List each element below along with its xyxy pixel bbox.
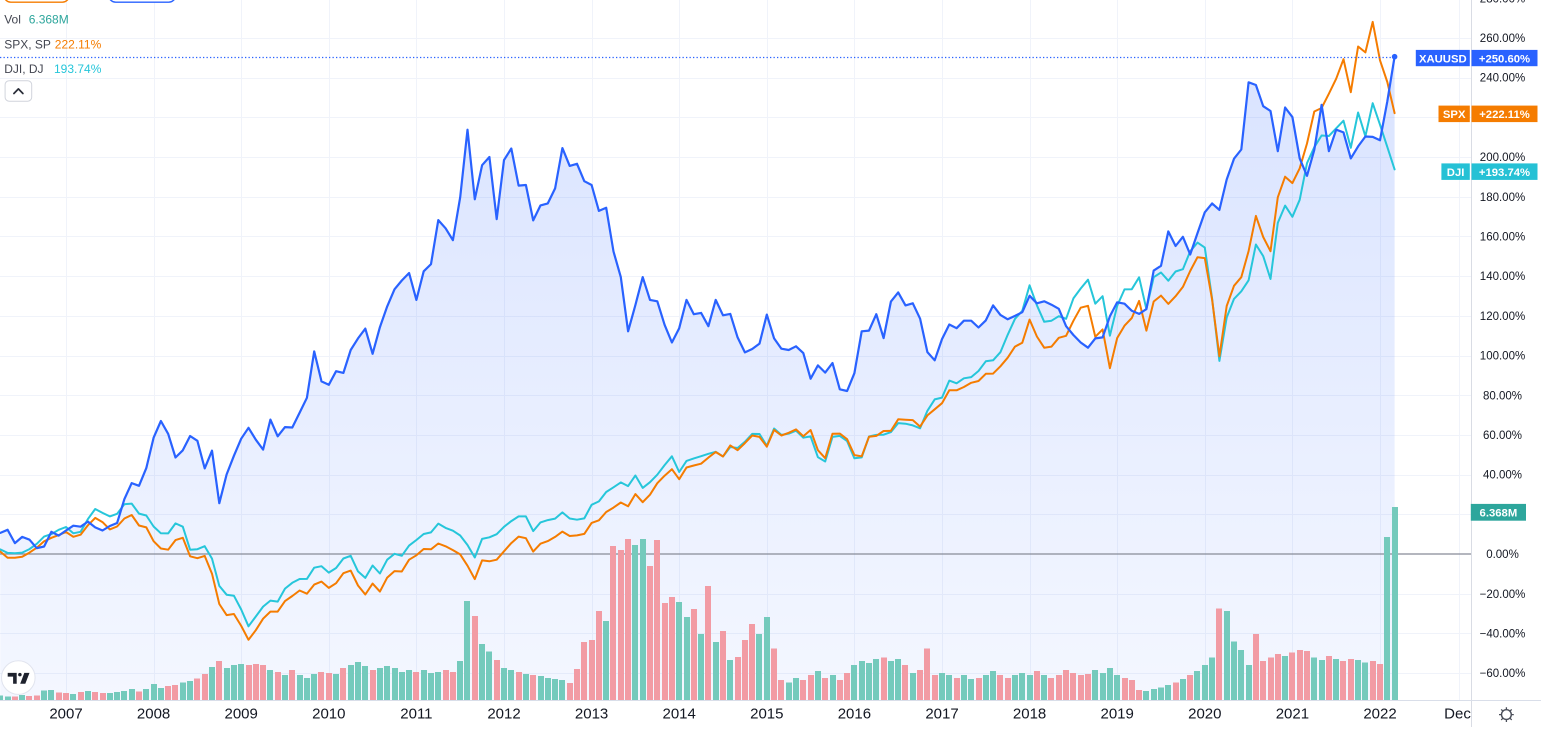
svg-text:100.00%: 100.00% — [1480, 351, 1525, 363]
svg-text:+250.60%: +250.60% — [1479, 53, 1530, 65]
svg-text:2011: 2011 — [400, 706, 432, 723]
svg-text:2015: 2015 — [750, 706, 783, 723]
svg-text:140.00%: 140.00% — [1480, 271, 1525, 283]
svg-text:240.00%: 240.00% — [1480, 73, 1525, 85]
svg-text:2012: 2012 — [487, 706, 520, 723]
svg-text:2010: 2010 — [312, 706, 345, 723]
svg-text:2013: 2013 — [575, 706, 608, 723]
svg-text:193.74%: 193.74% — [54, 62, 102, 76]
svg-text:−20.00%: −20.00% — [1480, 589, 1526, 601]
svg-text:XAUUSD: XAUUSD — [1419, 53, 1467, 65]
svg-text:260.00%: 260.00% — [1480, 33, 1525, 45]
svg-text:280.00%: 280.00% — [1480, 0, 1525, 5]
svg-text:222.11%: 222.11% — [55, 38, 102, 52]
svg-text:2019: 2019 — [1101, 706, 1134, 723]
svg-text:DJI, DJ: DJI, DJ — [4, 62, 43, 76]
svg-text:DJI: DJI — [1447, 167, 1465, 179]
svg-text:80.00%: 80.00% — [1483, 390, 1522, 402]
svg-text:2020: 2020 — [1188, 706, 1221, 723]
svg-text:2014: 2014 — [663, 706, 696, 723]
svg-text:+193.74%: +193.74% — [1479, 167, 1530, 179]
svg-text:2017: 2017 — [925, 706, 958, 723]
svg-text:Vol: Vol — [4, 12, 21, 26]
svg-text:120.00%: 120.00% — [1480, 311, 1525, 323]
svg-text:SPX: SPX — [1443, 109, 1466, 121]
svg-text:180.00%: 180.00% — [1480, 192, 1525, 204]
svg-text:+222.11%: +222.11% — [1479, 109, 1530, 121]
svg-text:2016: 2016 — [838, 706, 871, 723]
svg-text:0.00%: 0.00% — [1486, 549, 1519, 561]
svg-text:−40.00%: −40.00% — [1480, 629, 1526, 641]
svg-text:6.368M: 6.368M — [1480, 508, 1518, 520]
svg-text:2009: 2009 — [225, 706, 258, 723]
svg-text:200.00%: 200.00% — [1480, 152, 1525, 164]
svg-text:2018: 2018 — [1013, 706, 1046, 723]
svg-text:2022: 2022 — [1363, 706, 1396, 723]
svg-text:2007: 2007 — [49, 706, 82, 723]
svg-text:6.368M: 6.368M — [29, 12, 69, 26]
svg-text:Dec: Dec — [1444, 706, 1471, 723]
svg-text:−60.00%: −60.00% — [1480, 668, 1526, 680]
svg-text:60.00%: 60.00% — [1483, 430, 1522, 442]
svg-text:160.00%: 160.00% — [1480, 232, 1525, 244]
svg-text:40.00%: 40.00% — [1483, 470, 1522, 482]
svg-text:SPX, SP: SPX, SP — [4, 38, 51, 52]
svg-text:2021: 2021 — [1276, 706, 1309, 723]
svg-text:2008: 2008 — [137, 706, 170, 723]
